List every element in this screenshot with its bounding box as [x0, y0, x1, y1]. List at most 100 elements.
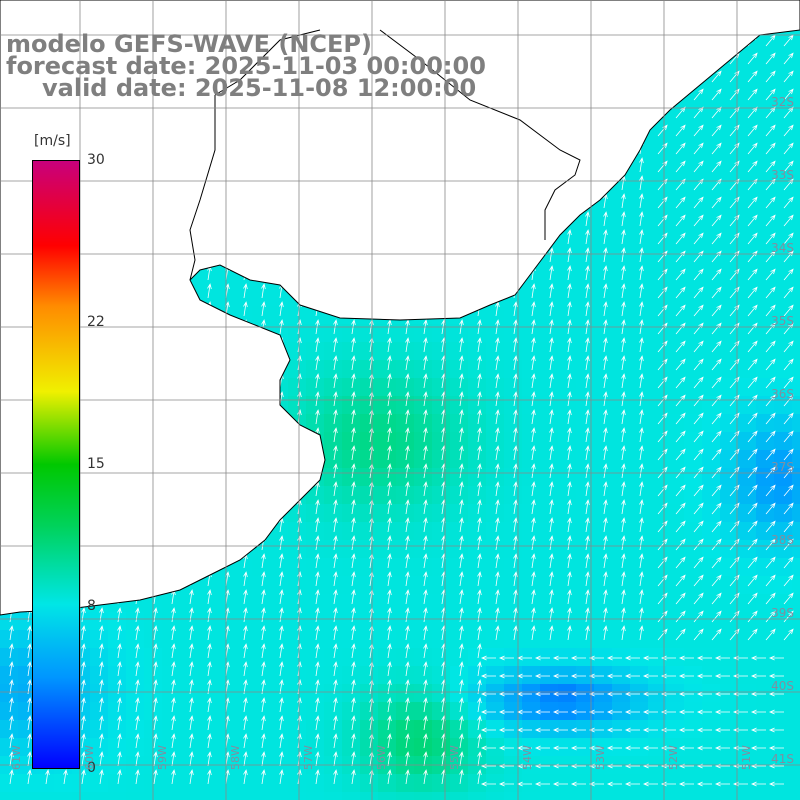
speed-cell [684, 108, 702, 126]
speed-cell [756, 324, 774, 342]
speed-cell [756, 216, 774, 234]
wind-arrow [513, 301, 518, 317]
wind-arrow [570, 673, 586, 679]
speed-cell [0, 648, 18, 666]
speed-cell [450, 450, 468, 468]
wind-arrow [333, 355, 338, 371]
speed-cell [540, 468, 558, 486]
speed-cell [360, 324, 378, 342]
wind-arrow [477, 589, 482, 605]
wind-arrow [333, 445, 338, 461]
speed-cell [342, 468, 360, 486]
wind-arrow [603, 229, 608, 245]
wind-arrow [693, 160, 704, 173]
speed-cell [396, 792, 414, 800]
wind-arrow [783, 142, 794, 155]
wind-arrow [459, 697, 464, 713]
speed-cell [342, 558, 360, 576]
wind-arrow [552, 709, 568, 715]
speed-cell [216, 594, 234, 612]
speed-cell [774, 468, 792, 486]
wind-arrow [333, 337, 338, 353]
wind-arrow [477, 409, 482, 425]
speed-cell [342, 486, 360, 504]
speed-cell [486, 486, 504, 504]
wind-arrow [387, 589, 392, 605]
speed-cell [702, 234, 720, 252]
wind-arrow [423, 697, 428, 713]
speed-cell [774, 396, 792, 414]
speed-cell [90, 630, 108, 648]
speed-cell [360, 360, 378, 378]
wind-arrow [531, 337, 536, 353]
speed-cell [324, 774, 342, 792]
wind-arrow [639, 625, 644, 641]
wind-arrow [570, 709, 586, 715]
speed-cell [738, 108, 756, 126]
wind-arrow [27, 625, 32, 641]
speed-cell [720, 162, 738, 180]
speed-cell [558, 432, 576, 450]
speed-cell [612, 270, 630, 288]
speed-cell [216, 792, 234, 800]
speed-cell [90, 612, 108, 630]
wind-arrow [693, 574, 704, 587]
speed-cell [288, 306, 306, 324]
latitude-label: 40S [771, 679, 794, 693]
wind-arrow [315, 391, 320, 407]
speed-cell [612, 234, 630, 252]
speed-cell [0, 738, 18, 756]
wind-arrow [552, 745, 568, 751]
speed-cell [738, 738, 756, 756]
speed-cell [288, 522, 306, 540]
speed-cell [450, 774, 468, 792]
wind-arrow [729, 574, 740, 587]
wind-arrow [459, 517, 464, 533]
speed-cell [540, 630, 558, 648]
speed-cell [468, 612, 486, 630]
speed-cell [522, 684, 540, 702]
wind-arrow [570, 781, 586, 787]
wind-arrow [117, 751, 122, 767]
wind-arrow [351, 769, 356, 785]
speed-cell [540, 486, 558, 504]
speed-cell [288, 792, 306, 800]
wind-arrow [714, 691, 730, 697]
speed-cell [774, 234, 792, 252]
speed-cell [378, 414, 396, 432]
speed-cell [378, 360, 396, 378]
speed-cell [774, 306, 792, 324]
speed-cell [468, 540, 486, 558]
speed-cell [90, 648, 108, 666]
speed-cell [360, 594, 378, 612]
speed-cell [486, 720, 504, 738]
wind-arrow [459, 481, 464, 497]
wind-arrow [549, 301, 554, 317]
wind-arrow [423, 391, 428, 407]
speed-cell [720, 378, 738, 396]
wind-arrow [477, 643, 482, 659]
wind-arrow [333, 409, 338, 425]
wind-arrow [135, 769, 140, 785]
wind-arrow [27, 751, 32, 767]
speed-cell [666, 108, 684, 126]
speed-cell [540, 720, 558, 738]
speed-cell [486, 504, 504, 522]
wind-arrow [423, 733, 428, 749]
wind-arrow [99, 643, 104, 659]
speed-cell [270, 738, 288, 756]
speed-cell [360, 432, 378, 450]
speed-cell [432, 468, 450, 486]
speed-cell [252, 630, 270, 648]
speed-cell [468, 648, 486, 666]
speed-cell [414, 774, 432, 792]
wind-arrow [279, 643, 284, 659]
speed-cell [666, 792, 684, 800]
wind-arrow [783, 340, 794, 353]
wind-arrow [585, 553, 590, 569]
speed-cell [558, 594, 576, 612]
speed-cell [36, 792, 54, 800]
speed-cell [450, 792, 468, 800]
speed-cell [792, 540, 800, 558]
forecast-date: forecast date: 2025-11-03 00:00:00 [6, 52, 486, 80]
